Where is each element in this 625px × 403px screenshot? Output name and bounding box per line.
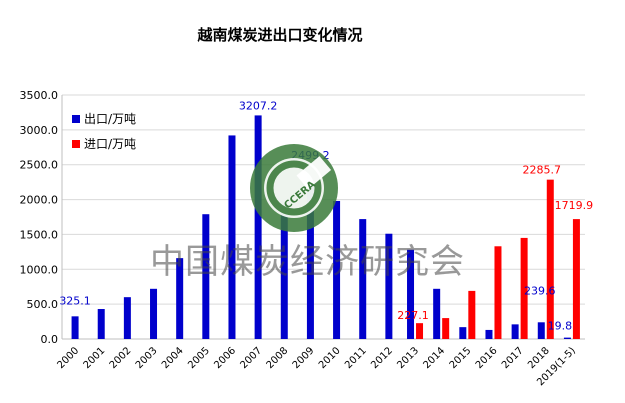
x-tick-label: 2014 bbox=[422, 345, 448, 371]
bar-export bbox=[254, 115, 262, 339]
bar-export bbox=[359, 219, 367, 339]
bar-export bbox=[97, 309, 105, 339]
bar-export bbox=[150, 288, 158, 339]
bar-export bbox=[385, 233, 393, 339]
bar-export bbox=[407, 249, 415, 339]
x-tick-label: 2004 bbox=[160, 345, 186, 371]
y-tick-label: 1500.0 bbox=[20, 228, 59, 241]
bar-export bbox=[228, 135, 236, 339]
legend-item-import: 进口/万吨 bbox=[72, 135, 136, 152]
bar-import bbox=[494, 246, 502, 339]
x-tick-label: 2001 bbox=[82, 345, 108, 371]
data-label-export: 3207.2 bbox=[239, 99, 278, 112]
bar-export bbox=[71, 316, 79, 339]
data-label-import: 2285.7 bbox=[523, 164, 562, 177]
x-tick-label: 2005 bbox=[186, 345, 212, 371]
legend-item-export: 出口/万吨 bbox=[72, 110, 136, 127]
watermark-text: 中国煤炭经济研究会 bbox=[150, 242, 465, 282]
x-tick-label: 2017 bbox=[500, 345, 526, 371]
y-tick-label: 2000.0 bbox=[20, 194, 59, 207]
legend-label-import: 进口/万吨 bbox=[84, 137, 137, 151]
legend-label-export: 出口/万吨 bbox=[84, 112, 137, 126]
bar-export bbox=[280, 204, 288, 339]
x-tick-label: 2008 bbox=[265, 345, 291, 371]
x-tick-label: 2013 bbox=[395, 345, 421, 371]
x-tick-label: 2007 bbox=[238, 345, 264, 371]
bar-import bbox=[546, 179, 554, 339]
legend-swatch-export bbox=[72, 114, 80, 123]
x-tick-label: 2002 bbox=[108, 345, 134, 371]
y-tick-label: 2500.0 bbox=[20, 159, 59, 172]
x-tick-label: 2015 bbox=[448, 345, 474, 371]
bars bbox=[71, 115, 580, 339]
bar-export bbox=[563, 337, 571, 339]
data-label-import: 227.1 bbox=[397, 309, 429, 322]
bar-import bbox=[520, 237, 528, 339]
data-label-export: 325.1 bbox=[59, 294, 91, 307]
bar-export bbox=[202, 214, 210, 339]
bar-export bbox=[433, 288, 441, 339]
bar-export bbox=[511, 324, 519, 339]
x-tick-label: 2009 bbox=[291, 345, 317, 371]
bar-import bbox=[572, 219, 580, 339]
y-tick-label: 3500.0 bbox=[20, 89, 59, 102]
y-tick-label: 3000.0 bbox=[20, 124, 59, 137]
data-label-export: 239.6 bbox=[524, 284, 556, 297]
bar-import bbox=[416, 323, 424, 339]
bar-export bbox=[459, 327, 467, 339]
y-tick-label: 0.0 bbox=[41, 333, 59, 346]
bar-import bbox=[442, 318, 450, 339]
x-tick-label: 2012 bbox=[369, 345, 395, 371]
y-tick-label: 1000.0 bbox=[20, 263, 59, 276]
bar-export bbox=[485, 329, 493, 339]
x-tick-label: 2003 bbox=[134, 345, 160, 371]
legend-swatch-import bbox=[72, 139, 80, 148]
x-axis: 2000 2001 2002 2003 2004 2005 2006 2007 2008 2009… bbox=[55, 338, 585, 388]
bar-export bbox=[333, 200, 341, 339]
x-tick-label: 2000 bbox=[55, 345, 81, 371]
x-tick-label: 2006 bbox=[212, 345, 238, 371]
bar-export bbox=[176, 258, 184, 339]
bar-import bbox=[468, 290, 476, 339]
x-tick-label: 2016 bbox=[474, 345, 500, 371]
y-axis: 0.0 500.0 1000.0 1500.0 2000.0 2500.0 3000.0 35… bbox=[20, 89, 63, 346]
bar-export bbox=[306, 164, 314, 339]
data-label-import: 1719.9 bbox=[555, 199, 594, 212]
x-tick-label: 2010 bbox=[317, 345, 343, 371]
watermark-logo: CCERA bbox=[248, 142, 340, 234]
chart-title: 越南煤炭进出口变化情况 bbox=[197, 26, 363, 44]
bar-export bbox=[123, 297, 131, 339]
x-tick-label: 2011 bbox=[343, 345, 369, 371]
y-tick-label: 500.0 bbox=[27, 298, 59, 311]
data-label-export: 19.8 bbox=[548, 320, 573, 333]
bar-export bbox=[537, 322, 545, 339]
